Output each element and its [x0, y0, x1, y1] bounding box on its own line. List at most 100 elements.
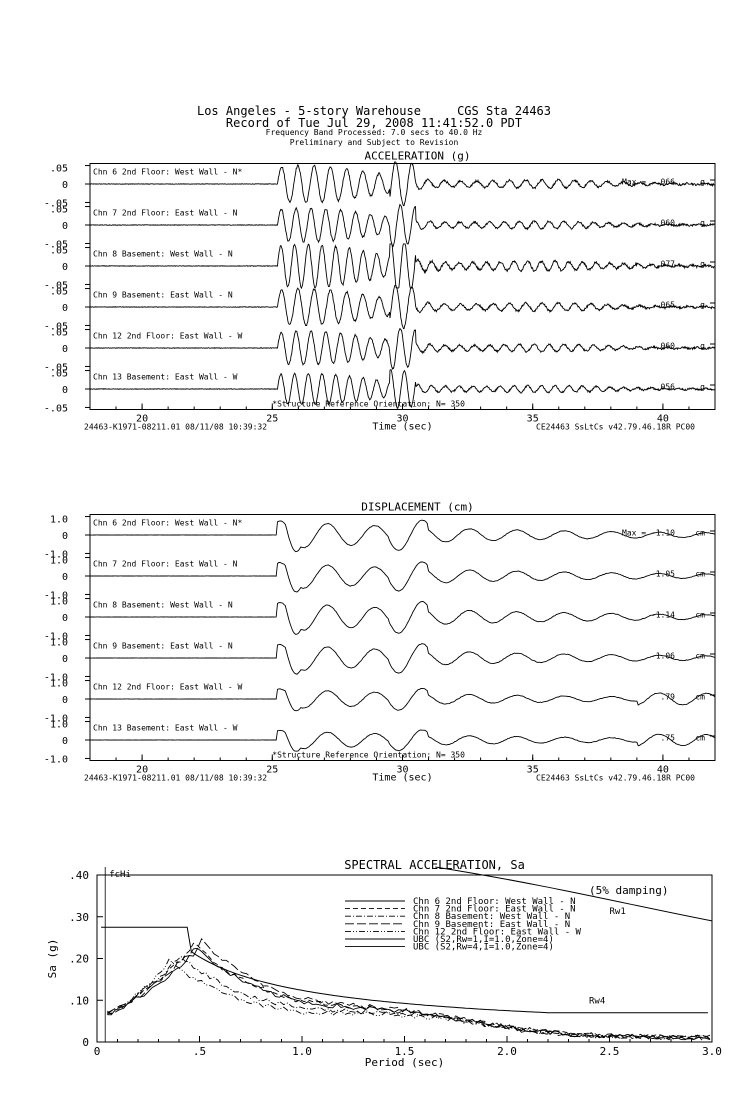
acc-xtick-label: 20 [136, 414, 148, 425]
acc-waveform-1 [89, 161, 715, 207]
rw4-label: Rw4 [589, 996, 605, 1006]
legend-entry: Chn 12 2nd Floor: East Wall - W [413, 927, 582, 937]
acc-ytick-label: 0 [62, 344, 68, 355]
disp-waveform-5 [90, 688, 716, 712]
acc-ytick-label: .05 [50, 328, 68, 339]
disp-waveform-6 [89, 729, 716, 752]
sa-spectrum-5 [107, 958, 711, 1041]
disp-ytick-label: 0 [62, 736, 68, 747]
acc-channel-label: Chn 7 2nd Floor: East Wall - N [93, 209, 238, 218]
acc-max-value: .060 [656, 219, 675, 228]
fchi-label: fcHi [109, 870, 131, 880]
acc-waveform-3 [89, 243, 715, 290]
disp-channel-label: Chn 9 Basement: East Wall - N [93, 642, 233, 651]
sa-ytick-label: 0 [82, 1036, 89, 1049]
disp-title: DISPLACEMENT (cm) [361, 501, 474, 514]
acc-waveform-6 [89, 368, 715, 409]
disp-ytick-label: -1.0 [44, 714, 68, 725]
acc-channel-label: Chn 6 2nd Floor: West Wall - N* [93, 168, 242, 177]
ubc-rw4-curve [101, 926, 708, 1014]
disp-xlabel: Time (sec) [372, 773, 432, 784]
disp-xtick-label: 35 [527, 765, 539, 776]
disp-ytick-label: 0 [62, 572, 68, 583]
acc-max-unit: g [700, 301, 705, 310]
sa-xtick-label: 2.0 [497, 1045, 517, 1058]
sa-xtick-label: 2.5 [600, 1045, 620, 1058]
legend-entry: UBC (S2,Rw=1,I=1.0,Zone=4) [413, 935, 554, 945]
acc-xtick-label: 40 [657, 414, 669, 425]
sa-xlabel: Period (sec) [365, 1056, 444, 1069]
disp-ytick-label: 0 [62, 654, 68, 665]
acc-ytick-label: -.05 [44, 363, 68, 374]
acc-ytick-label: 0 [62, 221, 68, 232]
acc-channel-label: Chn 13 Basement: East Wall - W [93, 373, 238, 382]
rw1-label: Rw1 [610, 907, 626, 917]
acc-max-value: -.056 [651, 383, 675, 392]
acc-ytick-label: 0 [62, 385, 68, 396]
disp-ytick-label: -1.0 [44, 591, 68, 602]
disp-xtick-label: 40 [657, 765, 669, 776]
acc-ytick-label: .05 [50, 369, 68, 380]
disp-orientation-note: *Structure Reference Orientation: N= 350 [272, 751, 465, 760]
legend-entry: Chn 7 2nd Floor: East Wall - N [413, 905, 576, 915]
disp-ytick-label: -1.0 [44, 550, 68, 561]
disp-max-unit: cm [695, 529, 705, 538]
acc-max-unit: g [700, 219, 705, 228]
disp-max-unit: cm [695, 652, 705, 661]
preliminary-note: Preliminary and Subject to Revision [289, 138, 459, 147]
disp-xtick-label: 25 [266, 765, 278, 776]
acc-ytick-label: .05 [50, 205, 68, 216]
sa-xtick-label: 1.5 [395, 1045, 415, 1058]
acc-waveform-5 [89, 327, 715, 370]
legend-entry: Chn 9 Basement: East Wall - N [413, 920, 570, 930]
acc-ytick-label: .05 [50, 164, 68, 175]
acc-ytick-label: 0 [62, 262, 68, 273]
disp-max-unit: cm [695, 570, 705, 579]
acc-xlabel: Time (sec) [372, 422, 432, 433]
sa-xtick-label: 3.0 [702, 1045, 722, 1058]
frequency-band: Frequency Band Processed: 7.0 secs to 40… [265, 128, 483, 137]
acc-ytick-label: -.05 [44, 281, 68, 292]
acc-max-value: Max = -.066 [622, 178, 675, 187]
disp-ytick-label: 1.0 [50, 556, 68, 567]
disp-ytick-label: 1.0 [50, 720, 68, 731]
disp-waveform-2 [90, 561, 716, 593]
legend-entry: Chn 8 Basement: West Wall - N [413, 912, 570, 922]
sa-spectrum-4 [107, 937, 711, 1041]
sa-ytick-label: .40 [69, 869, 89, 882]
disp-ytick-label: -1.0 [44, 632, 68, 643]
disp-ytick-label: 0 [62, 695, 68, 706]
acc-max-unit: g [700, 178, 705, 187]
acc-ytick-label: 0 [62, 180, 68, 191]
disp-waveform-1 [90, 519, 716, 553]
acc-ytick-label: -.05 [44, 240, 68, 251]
acc-ytick-label: -.05 [44, 199, 68, 210]
sa-ytick-label: .10 [69, 994, 89, 1007]
legend-entry: Chn 6 2nd Floor: West Wall - N [413, 897, 576, 907]
ubc-rw1-curve [435, 866, 713, 922]
sa-xtick-label: .5 [193, 1045, 206, 1058]
disp-channel-label: Chn 6 2nd Floor: West Wall - N* [93, 519, 242, 528]
acc-max-value: .065 [656, 301, 675, 310]
station-title: Los Angeles - 5-story Warehouse CGS Sta … [196, 104, 551, 118]
acc-waveform-2 [89, 203, 715, 248]
disp-ytick-label: 1.0 [50, 597, 68, 608]
legend-entry: UBC (S2,Rw=4,I=1.0,Zone=4) [413, 943, 554, 953]
acc-channel-label: Chn 8 Basement: West Wall - N [93, 250, 233, 259]
acc-orientation-note: *Structure Reference Orientation: N= 350 [272, 400, 465, 409]
acc-max-unit: g [700, 342, 705, 351]
acc-max-value: .060 [656, 342, 675, 351]
acc-xtick-label: 30 [396, 414, 408, 425]
sa-ytick-label: .20 [69, 953, 89, 966]
disp-channel-label: Chn 13 Basement: East Wall - W [93, 724, 238, 733]
disp-ytick-label: -1.0 [44, 755, 68, 766]
disp-ytick-label: 0 [62, 531, 68, 542]
sa-ylabel: Sa (g) [46, 939, 59, 979]
disp-footer-right: CE24463 SsLtCs v42.79.46.18R PC00 [536, 774, 695, 783]
acc-ytick-label: -.05 [44, 404, 68, 415]
disp-ytick-label: 1.0 [50, 638, 68, 649]
sa-title: SPECTRAL ACCELERATION, Sa [344, 858, 525, 872]
disp-waveform-4 [90, 643, 716, 675]
acc-ytick-label: 0 [62, 303, 68, 314]
acc-max-unit: g [700, 383, 705, 392]
